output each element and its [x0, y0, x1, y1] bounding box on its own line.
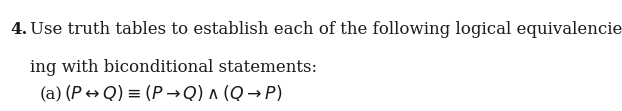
- Text: Use truth tables to establish each of the following logical equivalencies deal-: Use truth tables to establish each of th…: [30, 21, 622, 38]
- Text: ing with biconditional statements:: ing with biconditional statements:: [30, 59, 317, 76]
- Text: $(P \leftrightarrow Q) \equiv (P \rightarrow Q) \wedge (Q \rightarrow P)$: $(P \leftrightarrow Q) \equiv (P \righta…: [63, 83, 282, 103]
- Text: (a): (a): [39, 86, 62, 103]
- Text: 4.: 4.: [11, 21, 28, 38]
